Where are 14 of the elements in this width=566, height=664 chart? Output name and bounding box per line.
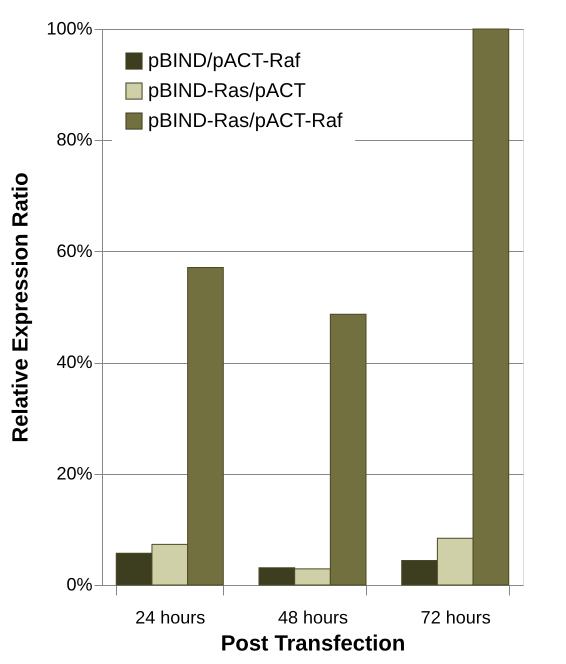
x-tick-label: 24 hours — [135, 608, 206, 628]
y-axis-title: Relative Expression Ratio — [7, 172, 32, 443]
y-tick-label: 40% — [56, 352, 92, 372]
legend-label: pBIND-Ras/pACT — [148, 80, 306, 102]
y-tick-label: 80% — [56, 130, 92, 150]
y-tick-label: 0% — [66, 574, 92, 594]
y-tick-label: 60% — [56, 240, 92, 261]
y-tick-label: 20% — [56, 463, 92, 484]
x-tick-label: 72 hours — [420, 608, 491, 628]
x-axis-title: Post Transfection — [220, 630, 406, 656]
x-tick-label: 48 hours — [278, 608, 348, 628]
y-tick-label: 100% — [46, 18, 92, 38]
legend-label: pBIND-Ras/pACT-Raf — [148, 110, 343, 132]
legend-label: pBIND/pACT-Raf — [148, 50, 301, 72]
